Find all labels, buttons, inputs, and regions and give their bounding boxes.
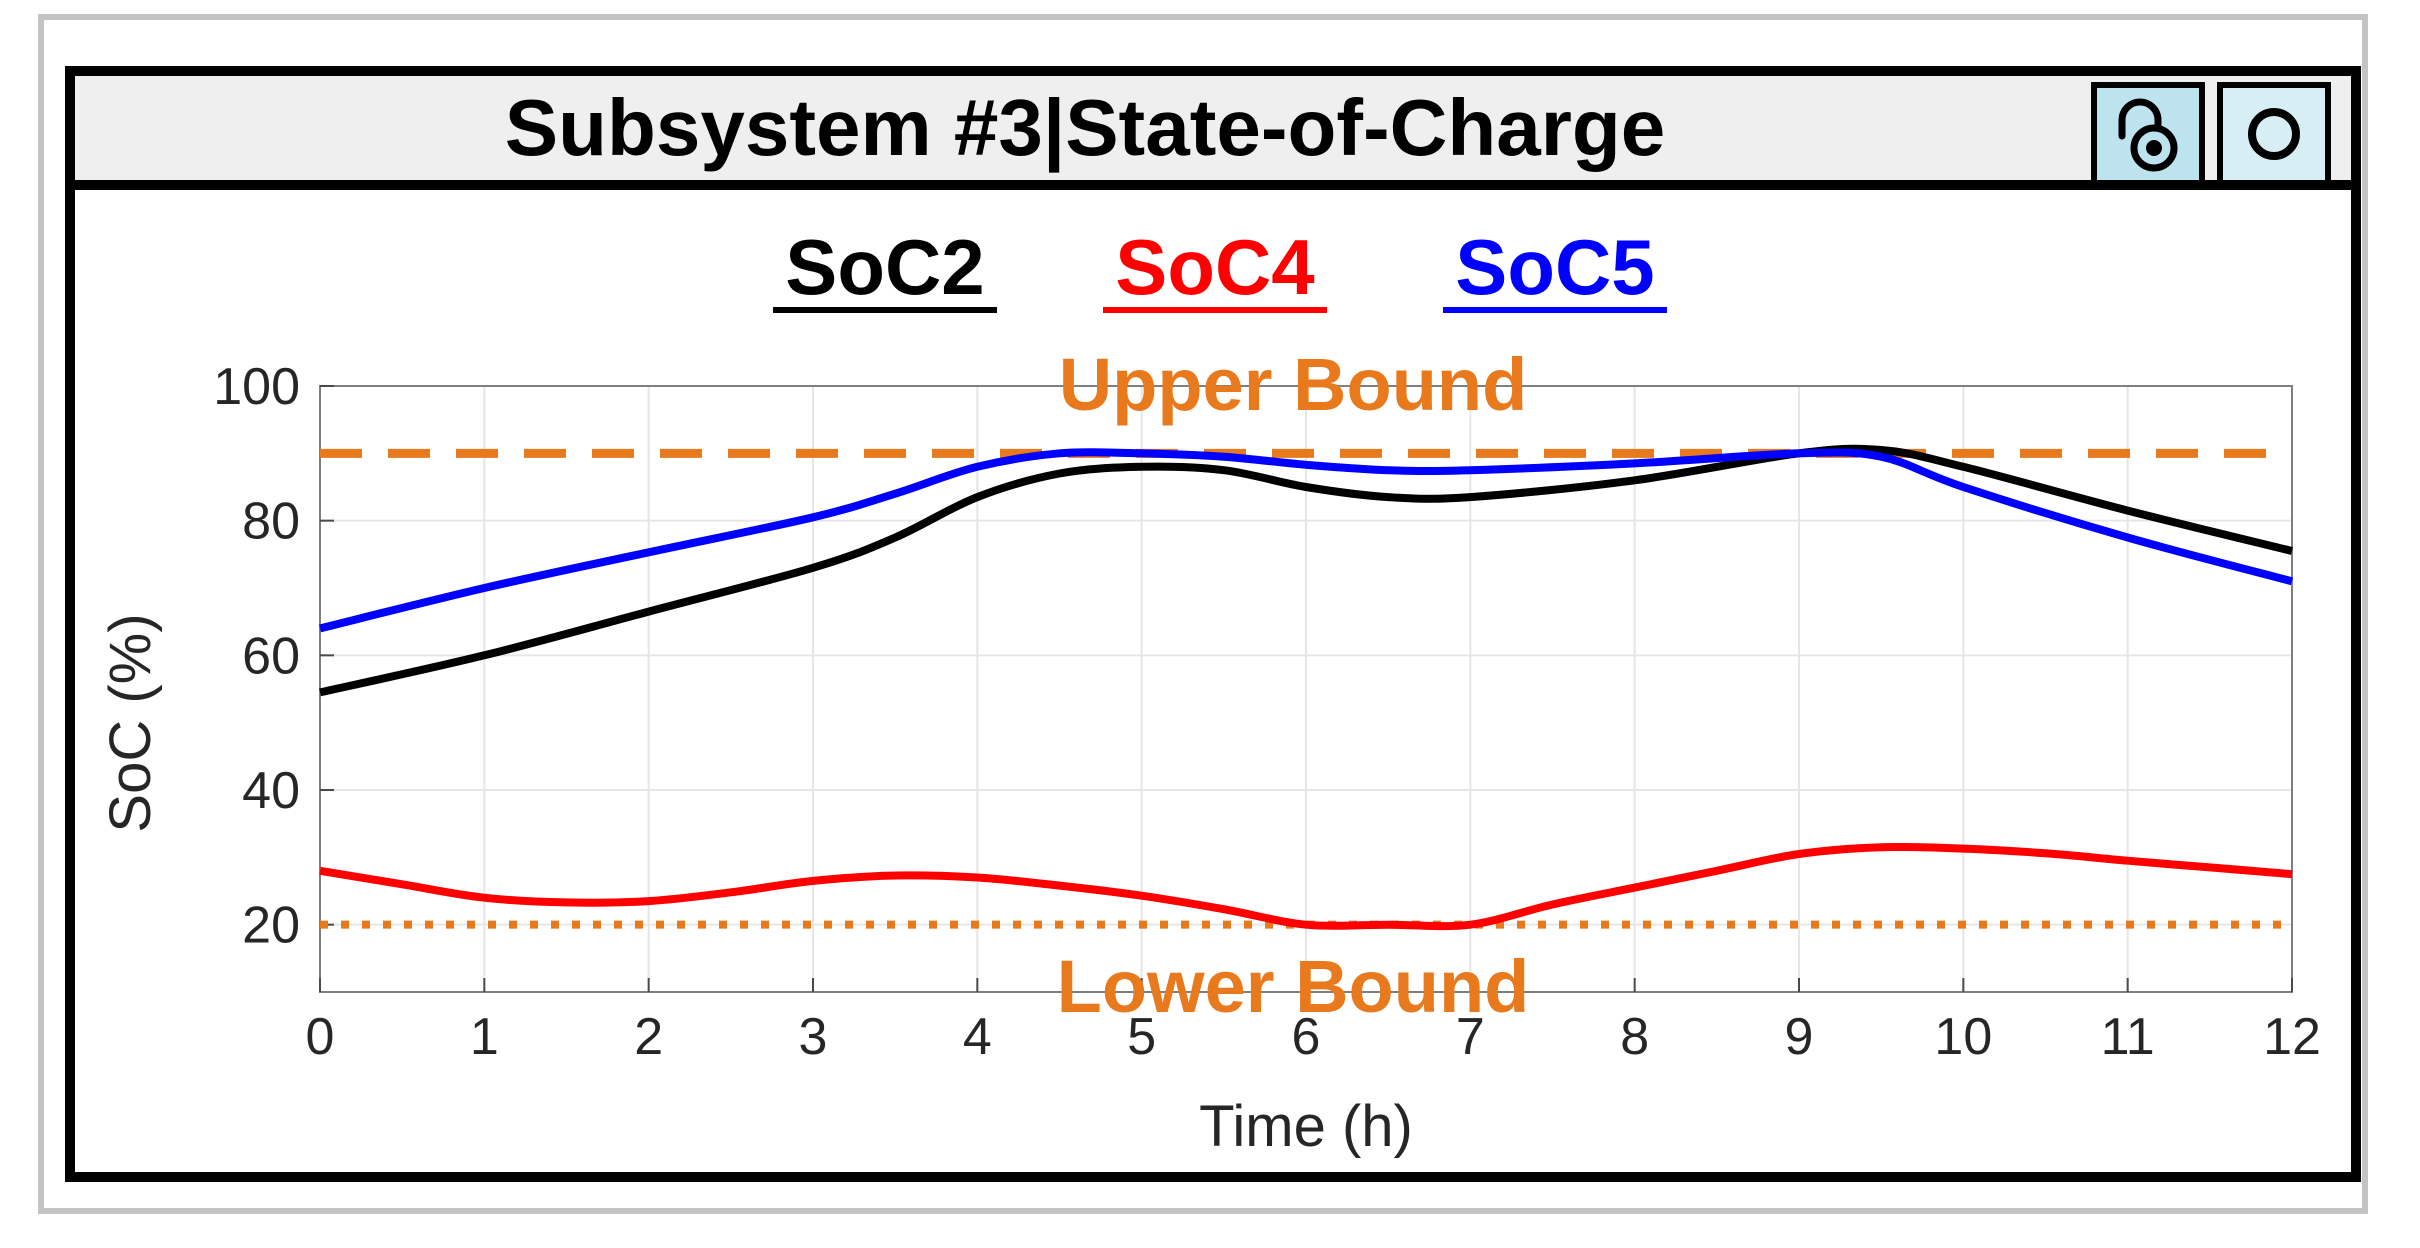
x-tick-label: 4 xyxy=(963,1008,992,1066)
legend-soc2: SoC2 xyxy=(785,223,984,311)
x-tick-label: 6 xyxy=(1292,1008,1321,1066)
labels-layer: Time (h) SoC (%) Upper Bound Lower Bound xyxy=(98,343,1529,1159)
x-axis-label: Time (h) xyxy=(1199,1094,1413,1159)
series-soc5 xyxy=(319,448,2294,633)
y-tick-label: 20 xyxy=(242,897,300,955)
circle-icon xyxy=(2248,108,2300,160)
x-tick-label: 5 xyxy=(1127,1008,1156,1066)
padlock-icon xyxy=(2118,98,2178,172)
x-tick-label: 10 xyxy=(1934,1008,1992,1066)
x-tick-label: 0 xyxy=(306,1008,335,1066)
y-tick-label: 80 xyxy=(242,493,300,551)
x-tick-label: 1 xyxy=(470,1008,499,1066)
x-tick-label: 11 xyxy=(2101,1008,2155,1066)
lock-button[interactable] xyxy=(2091,82,2205,186)
legend-soc4: SoC4 xyxy=(1115,223,1314,311)
x-tick-label: 9 xyxy=(1785,1008,1814,1066)
y-tick-label: 100 xyxy=(213,358,300,416)
series-soc2 xyxy=(319,444,2293,697)
y-axis-label: SoC (%) xyxy=(98,613,163,832)
x-tick-label: 7 xyxy=(1456,1008,1485,1066)
x-tick-label: 8 xyxy=(1620,1008,1649,1066)
series-soc4 xyxy=(319,842,2293,931)
titlebar: Subsystem #3|State-of-Charge xyxy=(75,76,2351,190)
legend-soc5: SoC5 xyxy=(1455,223,1654,311)
chart-window: Subsystem #3|State-of-Charge xyxy=(65,66,2361,1182)
record-button[interactable] xyxy=(2217,82,2331,186)
lower-bound-label: Lower Bound xyxy=(1057,945,1530,1028)
window-title: Subsystem #3|State-of-Charge xyxy=(504,83,1666,172)
legend: SoC2 SoC4 SoC5 xyxy=(773,223,1667,313)
upper-bound-label: Upper Bound xyxy=(1059,343,1528,426)
y-tick-label: 60 xyxy=(242,627,300,685)
y-tick-label: 40 xyxy=(242,762,300,820)
series-layer xyxy=(319,444,2294,931)
x-tick-label: 12 xyxy=(2263,1008,2321,1066)
x-tick-label: 3 xyxy=(799,1008,828,1066)
reference-lines xyxy=(320,448,2292,929)
x-tick-label: 2 xyxy=(634,1008,663,1066)
